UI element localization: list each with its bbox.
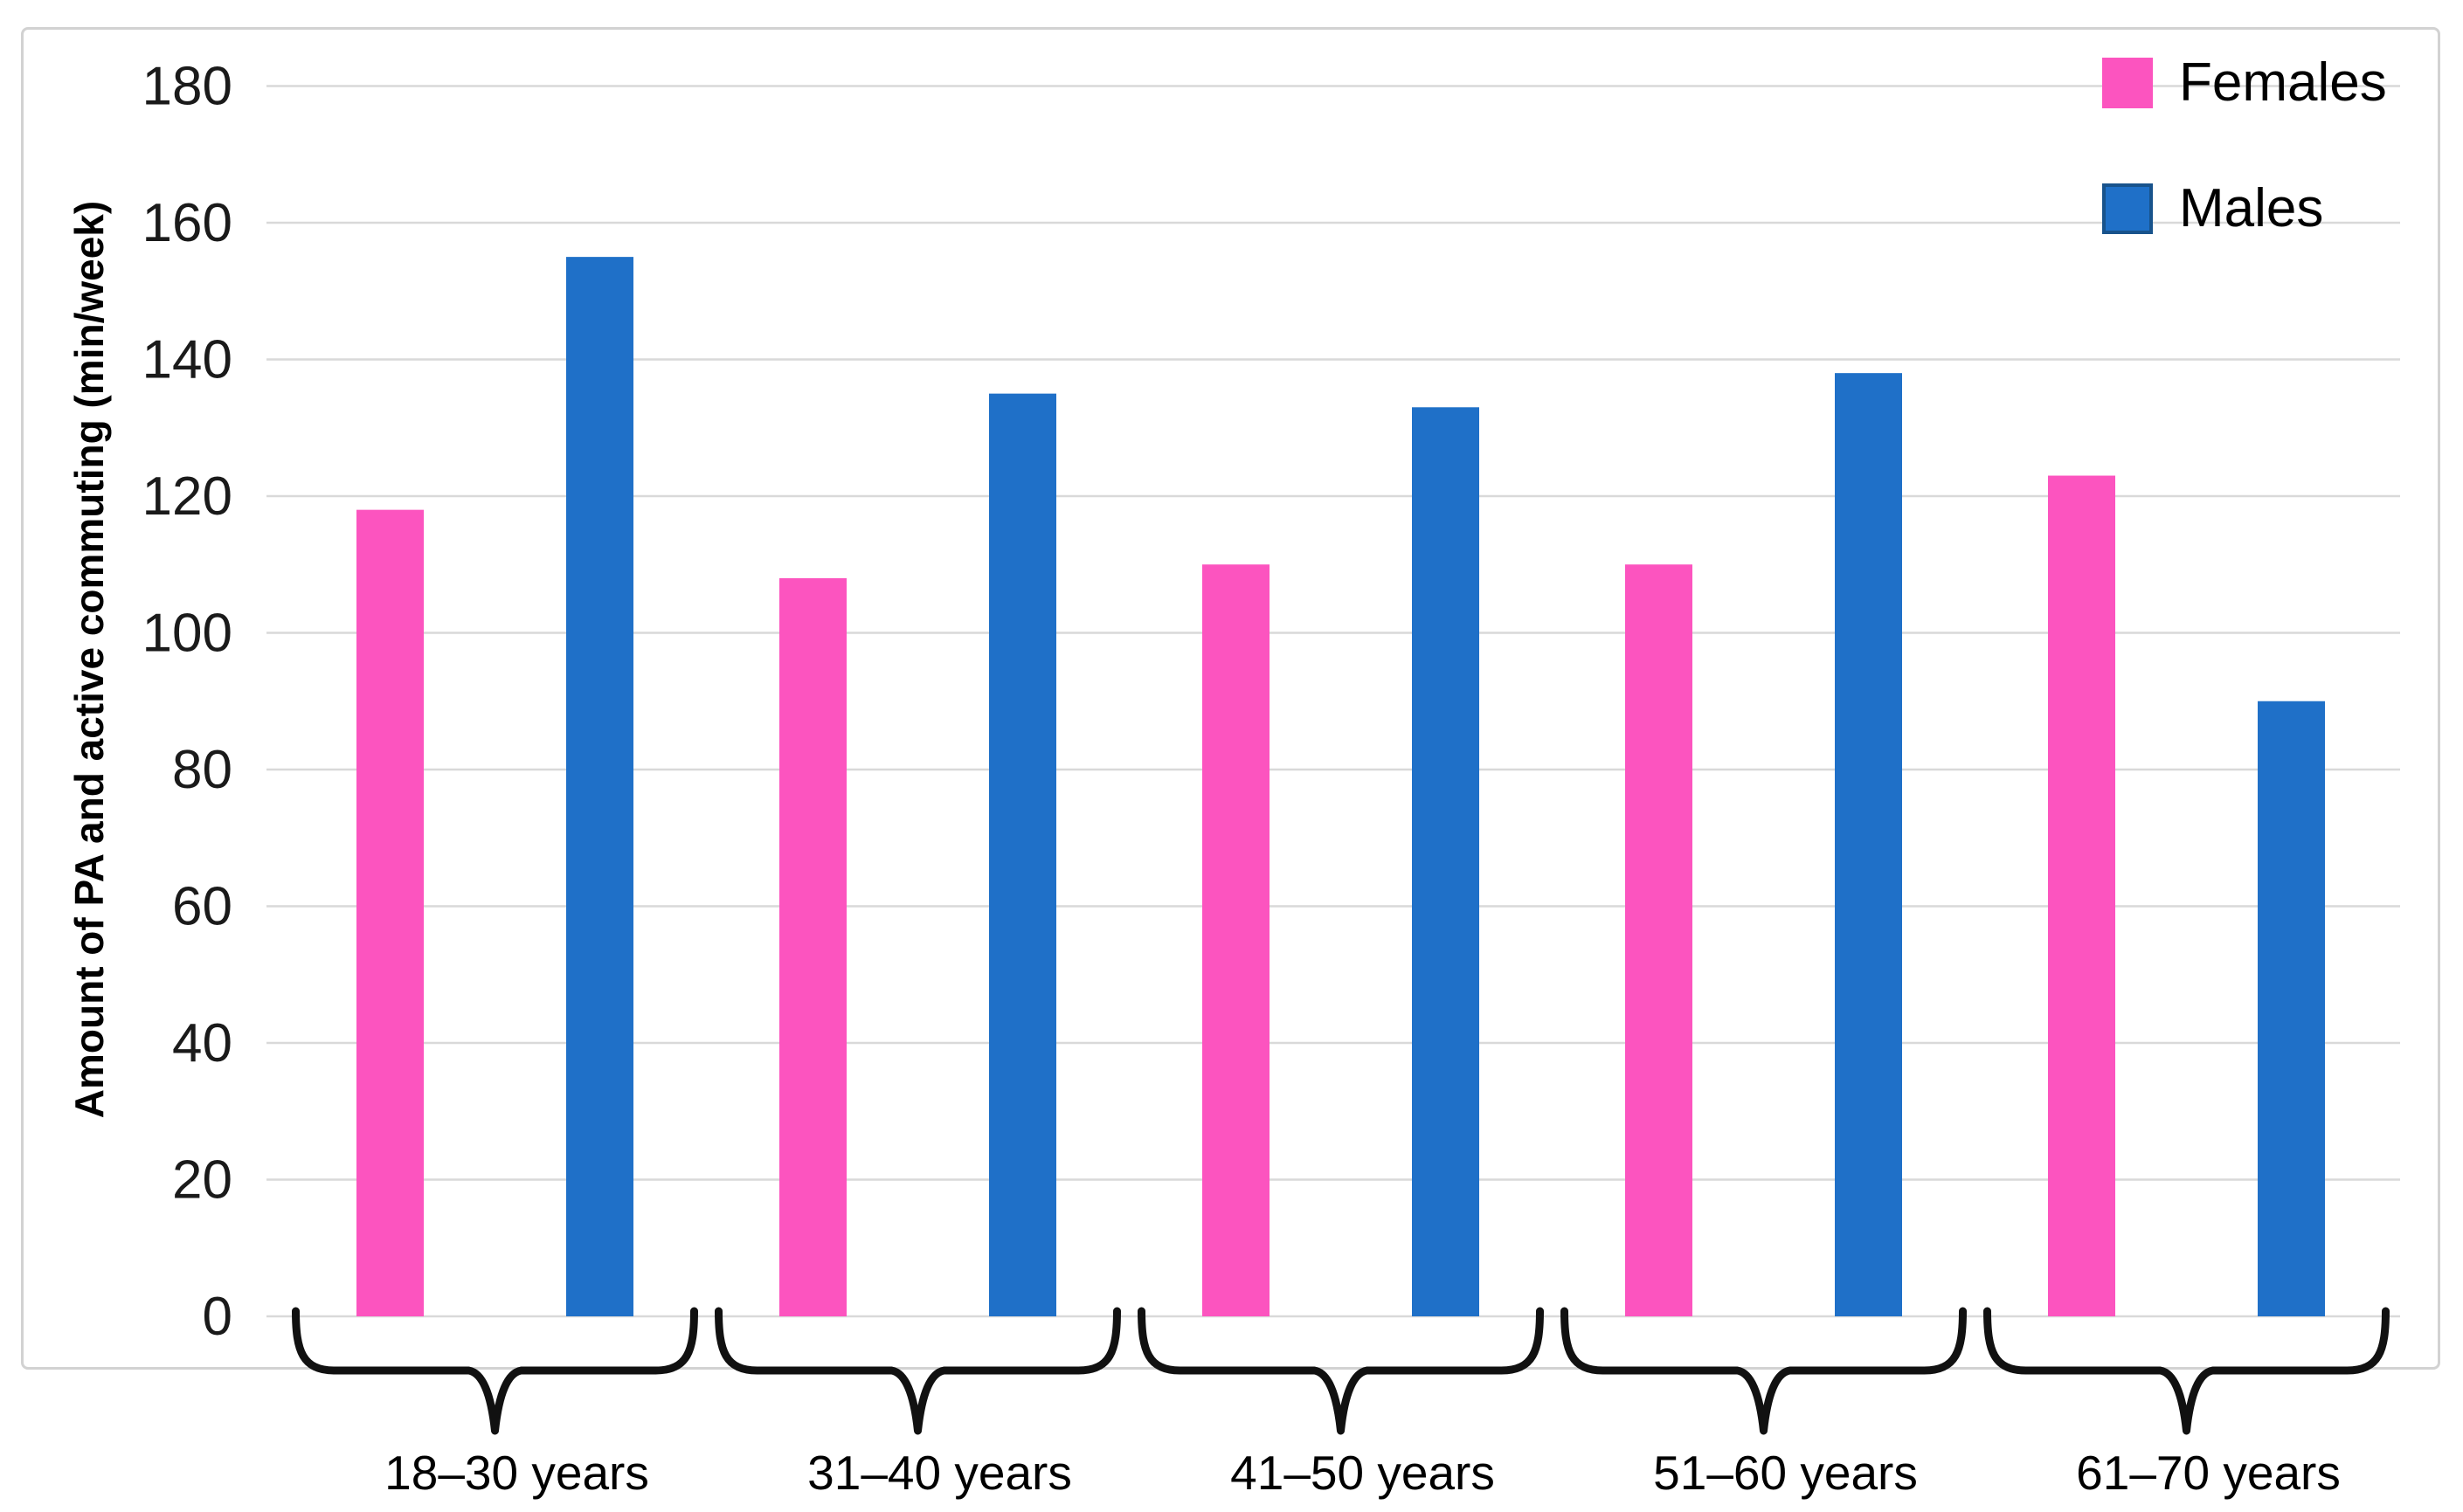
y-tick-label: 40	[172, 1013, 232, 1074]
males-legend-label: Males	[2179, 178, 2324, 238]
bar-males	[566, 257, 633, 1316]
y-tick-label: 120	[142, 466, 232, 527]
legend-item-males: Males	[2102, 182, 2323, 236]
bar-males	[1835, 373, 1902, 1316]
bar-males	[2258, 701, 2325, 1316]
group-brace	[1560, 1307, 1967, 1435]
y-tick-label: 160	[142, 193, 232, 253]
y-tick-label: 80	[172, 740, 232, 800]
y-tick-label: 0	[203, 1287, 232, 1347]
bar-males	[1412, 407, 1479, 1316]
y-tick-label: 180	[142, 57, 232, 117]
y-axis-title: Amount of PA and active commuting (min/w…	[66, 201, 112, 1118]
group-brace	[1138, 1307, 1544, 1435]
x-category-label: 51–60 years	[1653, 1446, 1918, 1500]
bar-females	[2048, 475, 2115, 1316]
bar-females	[356, 509, 424, 1316]
y-tick-label: 100	[142, 604, 232, 664]
bar-females	[1202, 564, 1270, 1316]
group-brace	[715, 1307, 1121, 1435]
bar-males	[989, 393, 1056, 1316]
x-category-label: 41–50 years	[1230, 1446, 1495, 1500]
group-brace	[1983, 1307, 2390, 1435]
y-tick-label: 20	[172, 1150, 232, 1211]
bar-females	[779, 577, 847, 1316]
x-category-label: 61–70 years	[2076, 1446, 2341, 1500]
group-brace	[292, 1307, 698, 1435]
males-swatch	[2102, 183, 2153, 234]
females-legend-label: Females	[2179, 52, 2387, 113]
x-category-label: 31–40 years	[807, 1446, 1072, 1500]
y-tick-label: 140	[142, 330, 232, 390]
legend-item-females: Females	[2102, 56, 2387, 110]
bar-females	[1625, 564, 1692, 1316]
females-swatch	[2102, 58, 2153, 108]
x-category-label: 18–30 years	[384, 1446, 649, 1500]
y-tick-label: 60	[172, 877, 232, 937]
